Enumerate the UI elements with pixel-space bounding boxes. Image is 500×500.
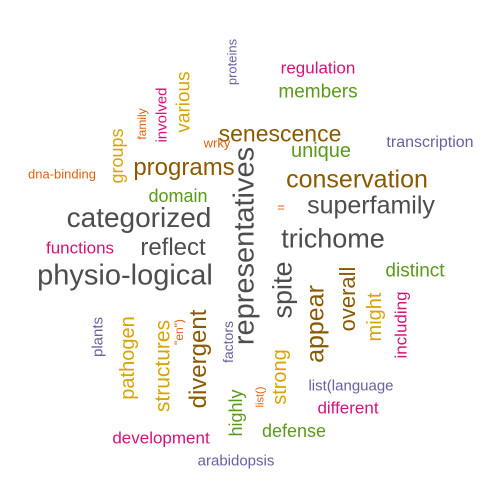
word-functions: functions [45,238,115,258]
word-representatives: representatives [228,146,261,346]
word-equals: = [277,199,285,215]
word-pathogen: pathogen [117,316,139,400]
word-divergent: divergent [185,309,212,409]
word-unique: unique [290,140,352,162]
word-arabidopsis: arabidopsis [197,452,275,470]
word-domain: domain [148,186,208,206]
word-categorized: categorized [66,202,212,233]
word-might: might [364,292,386,342]
word-physio-logical: physio-logical [37,259,213,292]
word-structures: structures [151,319,175,413]
word-spite: spite [267,261,298,319]
word-involved: involved [153,87,171,143]
word-including: including [391,291,411,359]
word-family: family [135,108,149,140]
word-members: members [278,81,358,103]
word-programs: appear [301,285,330,363]
word-various: various [173,71,195,133]
word-distinct: distinct [385,260,445,282]
word-reflect: reflect [140,234,206,261]
word-list-language: list(language [308,377,394,395]
word-groups: groups [107,128,127,184]
word-factors: factors [220,320,236,364]
word-transcription: transcription [386,134,474,151]
word-conservation: conservation [286,165,428,194]
word-superfamily: superfamily [307,191,435,220]
word-defense: defense [261,421,327,441]
word-plants: plants [89,316,107,358]
word-trichome: trichome [281,223,385,254]
word-overall: overall [335,266,360,332]
word-highly: highly [226,389,246,437]
word-wrky: wrky [203,135,231,151]
word-en: "en") [172,319,186,345]
word-appear: programs [133,154,235,181]
word-senescence: senescence [218,120,342,147]
word-strong: strong [269,349,291,405]
word-regulation: regulation [280,58,356,78]
word-proteins: proteins [224,38,240,86]
word-development: development [112,428,210,448]
word-dna-binding: dna-binding [28,166,96,182]
word-list-paren: list() [254,386,267,408]
word-different: different [317,398,379,418]
